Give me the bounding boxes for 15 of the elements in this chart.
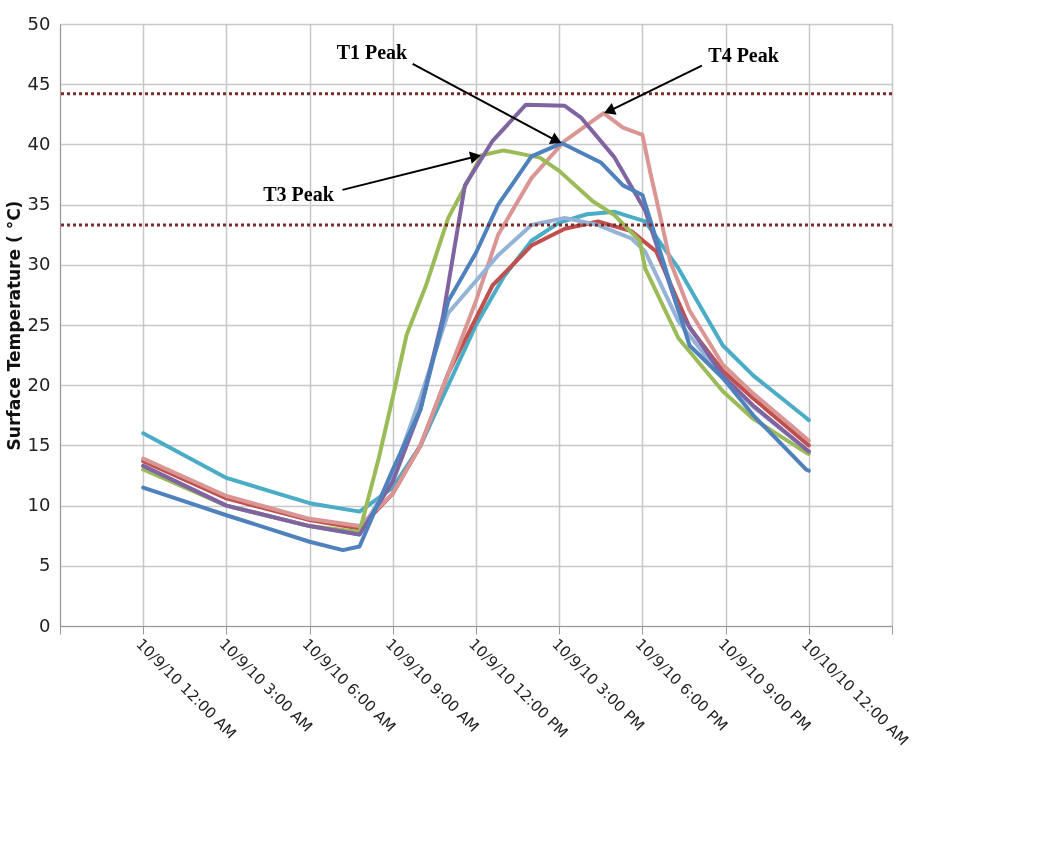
- y-tick-label: 35: [27, 193, 51, 215]
- y-tick-label: 10: [27, 494, 51, 516]
- annotation: T4 Peak: [708, 44, 780, 67]
- y-tick-label: 5: [39, 554, 51, 576]
- y-tick-label: 0: [39, 614, 51, 636]
- y-tick-label: 45: [27, 72, 51, 94]
- y-tick-label: 30: [27, 253, 51, 275]
- y-tick-label: 15: [27, 433, 51, 455]
- y-tick-label: 25: [27, 313, 51, 335]
- y-axis-title: Surface Temperature ( °C): [3, 200, 24, 451]
- annotation: T1 Peak: [336, 41, 409, 64]
- annotation: T3 Peak: [263, 183, 335, 206]
- y-tick-label: 20: [27, 373, 51, 395]
- y-tick-label: 50: [27, 12, 51, 34]
- y-tick-label: 40: [27, 132, 51, 154]
